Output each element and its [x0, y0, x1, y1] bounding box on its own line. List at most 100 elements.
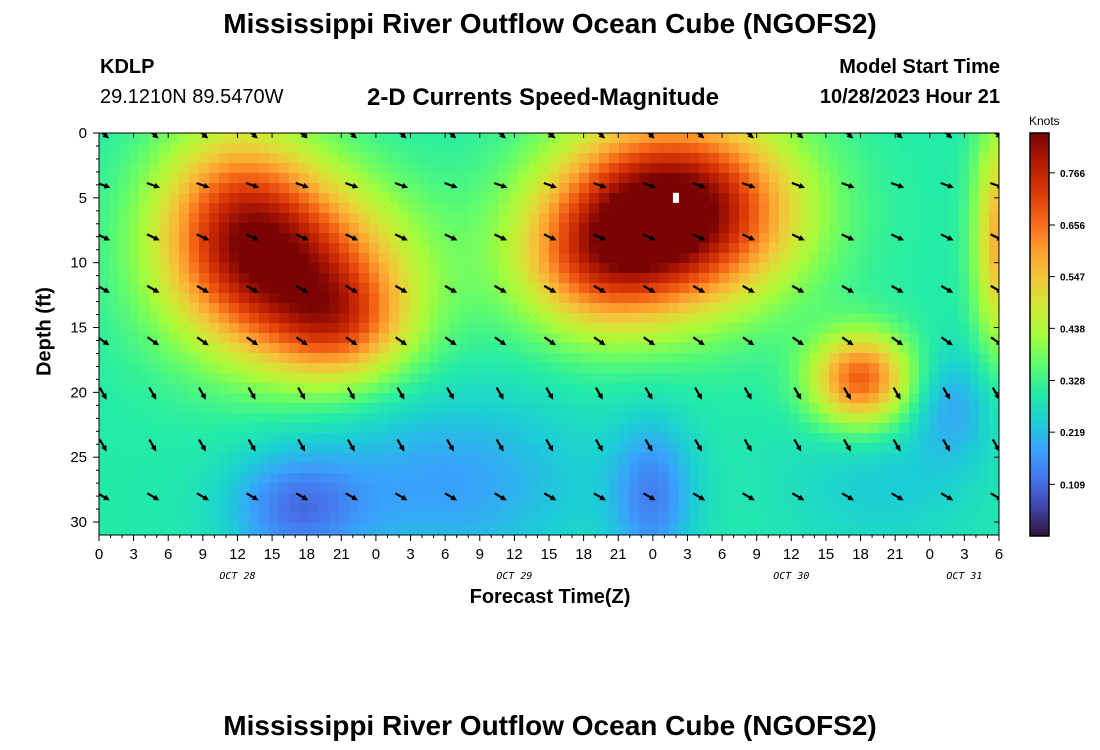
heatmap-cell: [789, 253, 800, 264]
heatmap-cell: [179, 513, 190, 524]
heatmap-cell: [559, 263, 570, 274]
heatmap-cell: [669, 233, 680, 244]
heatmap-cell: [329, 433, 340, 444]
heatmap-cell: [329, 363, 340, 374]
heatmap-cell: [579, 303, 590, 314]
heatmap-cell: [109, 393, 120, 404]
heatmap-cell: [729, 443, 740, 454]
heatmap-cell: [749, 133, 760, 144]
heatmap-cell: [899, 213, 910, 224]
heatmap-cell: [899, 293, 910, 304]
heatmap-cell: [619, 183, 630, 194]
heatmap-cell: [529, 303, 540, 314]
heatmap-cell: [899, 263, 910, 274]
heatmap-cell: [829, 453, 840, 464]
heatmap-cell: [789, 353, 800, 364]
heatmap-cell: [519, 353, 530, 364]
current-arrow: [346, 387, 355, 400]
heatmap-cell: [389, 273, 400, 284]
heatmap-cell: [949, 133, 960, 144]
heatmap-cell: [919, 363, 930, 374]
heatmap-cell: [449, 173, 460, 184]
heatmap-cell: [99, 193, 110, 204]
heatmap-cell: [889, 423, 900, 434]
heatmap-cell: [389, 483, 400, 494]
heatmap-cell: [109, 283, 120, 294]
heatmap-cell: [689, 323, 700, 334]
heatmap-cell: [479, 433, 490, 444]
heatmap-cell: [279, 243, 290, 254]
heatmap-cell: [989, 493, 999, 504]
heatmap-cell: [859, 233, 870, 244]
heatmap-cell: [519, 233, 530, 244]
heatmap-cell: [459, 143, 470, 154]
heatmap-cell: [739, 323, 750, 334]
heatmap-cell: [459, 213, 470, 224]
heatmap-cell: [279, 373, 290, 384]
heatmap-cell: [909, 233, 920, 244]
heatmap-cell: [329, 213, 340, 224]
heatmap-cell: [339, 493, 350, 504]
heatmap-cell: [839, 263, 850, 274]
heatmap-cell: [469, 523, 480, 534]
heatmap-cell: [779, 143, 790, 154]
heatmap-cell: [239, 183, 250, 194]
heatmap-cell: [519, 433, 530, 444]
heatmap-cell: [829, 383, 840, 394]
heatmap-cell: [679, 343, 690, 354]
heatmap-cell: [509, 433, 520, 444]
heatmap-cell: [279, 283, 290, 294]
heatmap-cell: [569, 433, 580, 444]
heatmap-cell: [989, 503, 999, 514]
heatmap-cell: [249, 143, 260, 154]
heatmap-cell: [849, 203, 860, 214]
heatmap-cell: [349, 403, 360, 414]
heatmap-cell: [219, 423, 230, 434]
heatmap-cell: [359, 433, 370, 444]
heatmap-cell: [129, 253, 140, 264]
heatmap-cell: [329, 303, 340, 314]
heatmap-cell: [939, 363, 950, 374]
heatmap-cell: [379, 293, 390, 304]
heatmap-cell: [139, 173, 150, 184]
heatmap-cell: [389, 183, 400, 194]
heatmap-cell: [839, 133, 850, 144]
heatmap-cell: [829, 493, 840, 504]
heatmap-cell: [169, 433, 180, 444]
heatmap-cell: [989, 273, 999, 284]
heatmap-cell: [739, 523, 750, 534]
heatmap-cell: [199, 533, 210, 535]
heatmap-cell: [399, 523, 410, 534]
heatmap-cell: [629, 303, 640, 314]
heatmap-cell: [559, 423, 570, 434]
heatmap-cell: [709, 263, 720, 274]
heatmap-cell: [719, 213, 730, 224]
heatmap-cell: [719, 243, 730, 254]
heatmap-cell: [419, 183, 430, 194]
heatmap-cell: [409, 413, 420, 424]
heatmap-cell: [399, 403, 410, 414]
heatmap-cell: [889, 503, 900, 514]
heatmap-cell: [199, 213, 210, 224]
heatmap-cell: [529, 283, 540, 294]
heatmap-cell: [679, 423, 690, 434]
station-coordinates: 29.1210N 89.5470W: [100, 86, 284, 108]
heatmap-cell: [859, 483, 870, 494]
heatmap-cell: [939, 453, 950, 464]
heatmap-cell: [859, 413, 870, 424]
heatmap-cell: [409, 453, 420, 464]
heatmap-cell: [319, 323, 330, 334]
heatmap-cell: [169, 513, 180, 524]
heatmap-cell: [349, 423, 360, 434]
heatmap-cell: [569, 133, 580, 144]
heatmap-cell: [429, 473, 440, 484]
heatmap-cell: [119, 523, 130, 534]
heatmap-cell: [589, 163, 600, 174]
current-arrow: [692, 284, 706, 293]
heatmap-cell: [189, 303, 200, 314]
current-arrow: [593, 284, 606, 293]
heatmap-cell: [769, 223, 780, 234]
heatmap-cell: [759, 203, 770, 214]
heatmap-cell: [519, 303, 530, 314]
